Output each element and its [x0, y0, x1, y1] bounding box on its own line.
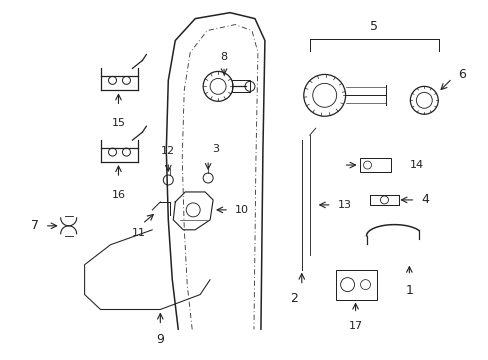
Text: 6: 6 [457, 68, 465, 81]
Text: 8: 8 [220, 53, 227, 62]
Text: 1: 1 [405, 284, 412, 297]
Text: 5: 5 [370, 19, 378, 32]
Text: 12: 12 [161, 146, 175, 156]
Text: 9: 9 [156, 333, 164, 346]
Text: 10: 10 [235, 205, 248, 215]
Text: 2: 2 [289, 292, 297, 305]
Text: 13: 13 [337, 200, 351, 210]
Text: 7: 7 [31, 219, 39, 232]
Text: 14: 14 [408, 160, 423, 170]
Text: 11: 11 [131, 228, 145, 238]
Text: 3: 3 [212, 144, 219, 154]
Text: 16: 16 [111, 190, 125, 200]
Text: 4: 4 [421, 193, 428, 206]
Text: 15: 15 [111, 118, 125, 128]
Text: 17: 17 [348, 321, 362, 332]
